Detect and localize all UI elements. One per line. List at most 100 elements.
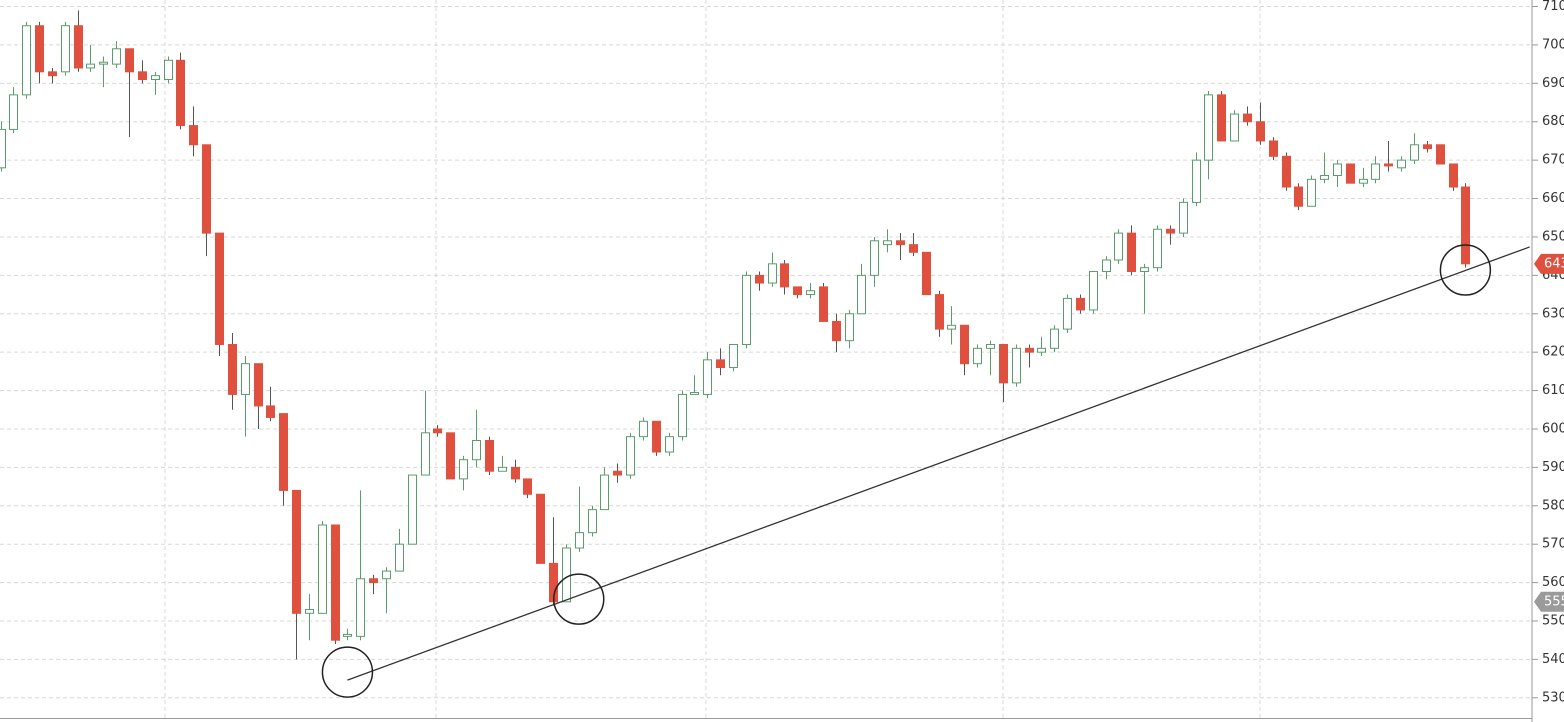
y-tick-label: 670 (1542, 153, 1564, 168)
candle-body (857, 274, 866, 315)
candle-body (151, 75, 160, 80)
candle-body (845, 313, 854, 342)
candle-body (228, 343, 237, 395)
candle-body (446, 432, 455, 480)
candle-body (1114, 232, 1123, 261)
candle-body (408, 474, 417, 545)
candle-body (896, 240, 905, 246)
candle-body (1269, 140, 1278, 157)
candle-body (1423, 144, 1432, 150)
candle-body (1102, 259, 1111, 273)
candle-body (48, 71, 57, 77)
candle-body (639, 420, 648, 438)
candle-body (1307, 178, 1316, 207)
highlight-circle (553, 573, 605, 625)
y-tick-label: 700 (1542, 37, 1564, 52)
candle-body (1025, 347, 1034, 353)
highlight-circle (1439, 244, 1492, 296)
candle-body (703, 359, 712, 395)
y-tick-label: 600 (1542, 421, 1564, 436)
candle-body (1050, 328, 1059, 349)
candle-body (1012, 347, 1021, 384)
candle-body (1179, 201, 1188, 234)
candle-body (1461, 186, 1470, 265)
candle-body (793, 286, 802, 296)
candle-body (999, 343, 1008, 384)
candle-body (742, 274, 751, 345)
candle-body (986, 343, 995, 349)
candle-body (433, 428, 442, 434)
candle-body (806, 290, 815, 296)
candle-body (138, 71, 147, 80)
candle-body (9, 94, 18, 130)
y-tick-label: 540 (1542, 652, 1564, 667)
candle-body (1140, 267, 1149, 273)
candle-body (780, 263, 789, 288)
y-tick-label: 560 (1542, 575, 1564, 590)
candle-body (318, 524, 327, 614)
candle-body (331, 524, 340, 641)
candle-body (125, 48, 134, 73)
candle-body (498, 466, 507, 472)
candle-body (1294, 186, 1303, 207)
candle-body (1089, 271, 1098, 311)
candle-body (755, 274, 764, 284)
trendline (347, 246, 1530, 681)
candle-body (947, 324, 956, 330)
candle-body (626, 436, 635, 476)
candle-body (883, 240, 892, 246)
candle-body (99, 61, 108, 65)
candle-body (189, 125, 198, 146)
candle-body (0, 128, 6, 169)
candle-body (832, 320, 841, 342)
candle-body (1217, 94, 1226, 142)
candle-body (369, 578, 378, 584)
candle-body (1153, 228, 1162, 269)
y-tick-label: 680 (1542, 114, 1564, 129)
candle-body (472, 439, 481, 461)
candle-body (1384, 163, 1393, 167)
candle-body (511, 466, 520, 480)
candle-body (292, 489, 301, 614)
candle-body (1192, 159, 1201, 203)
candle-body (1256, 121, 1265, 142)
y-tick-label: 630 (1542, 306, 1564, 321)
y-tick-label: 530 (1542, 690, 1564, 705)
y-tick-label: 590 (1542, 460, 1564, 475)
candle-body (1282, 155, 1291, 188)
candle-body (1320, 175, 1329, 180)
candle-body (536, 493, 545, 564)
y-tick-label: 650 (1542, 229, 1564, 244)
candle-body (613, 470, 622, 476)
candle-body (1037, 347, 1046, 353)
y-tick-label: 660 (1542, 191, 1564, 206)
candle-body (356, 578, 365, 637)
candle-body (1410, 144, 1419, 161)
y-tick-label: 620 (1542, 345, 1564, 360)
candle-body (279, 413, 288, 491)
candle-body (1204, 94, 1213, 161)
candle-body (600, 474, 609, 511)
candle-body (716, 359, 725, 369)
y-tick-label: 570 (1542, 537, 1564, 552)
candle-body (922, 251, 931, 296)
candle-body (382, 570, 391, 580)
candle-body (575, 532, 584, 549)
candle-body (266, 405, 275, 418)
candle-body (86, 63, 95, 69)
price-tag-label: 555 (1544, 594, 1564, 609)
candle-body (523, 478, 532, 495)
candle-body (1243, 113, 1252, 123)
candle-body (1397, 159, 1406, 169)
candle-body (562, 547, 571, 603)
candle-body (459, 459, 468, 480)
candle-body (254, 363, 263, 407)
candle-body (1063, 297, 1072, 330)
candle-body (1127, 232, 1136, 273)
candle-body (164, 59, 173, 80)
candle-body (870, 240, 879, 276)
candle-body (1230, 113, 1239, 142)
candle-body (215, 232, 224, 345)
candle-body (1333, 163, 1342, 177)
candle-body (935, 294, 944, 330)
